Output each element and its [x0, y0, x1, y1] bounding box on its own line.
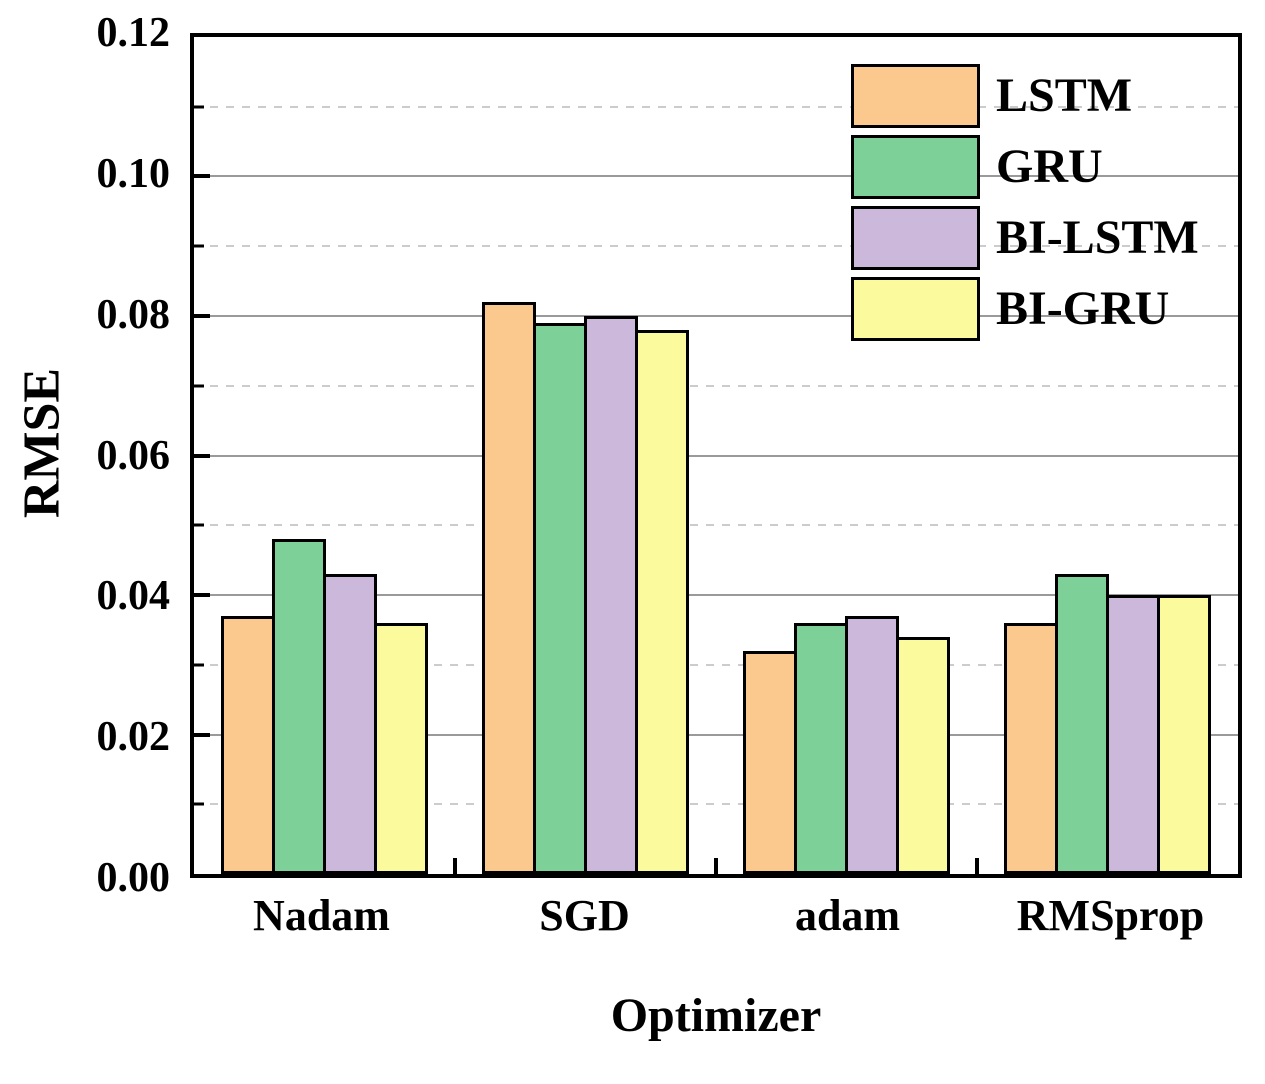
bar-BI-GRU-adam	[896, 636, 950, 874]
bar-GRU-adam	[794, 622, 848, 874]
bar-LSTM-Nadam	[221, 615, 275, 874]
major-gridline	[194, 593, 1238, 596]
plot-area: LSTM GRU BI-LSTM BI-GRU	[190, 33, 1242, 878]
x-category-label-SGD: SGD	[539, 891, 630, 940]
minor-gridline	[194, 524, 1238, 527]
x-axis-title: Optimizer	[610, 989, 822, 1042]
y-minor-tick	[194, 384, 204, 388]
bar-BI-GRU-RMSprop	[1157, 595, 1211, 874]
minor-gridline	[194, 105, 1238, 108]
x-category-labels: Nadam SGD adam RMSprop	[190, 890, 1242, 952]
bar-GRU-Nadam	[272, 539, 326, 874]
y-major-tick	[194, 732, 210, 737]
minor-gridline	[194, 245, 1238, 248]
bar-BI-GRU-Nadam	[374, 622, 428, 874]
major-gridline	[194, 175, 1238, 178]
bar-LSTM-SGD	[482, 302, 536, 874]
major-gridline	[194, 733, 1238, 736]
x-category-label-Nadam: Nadam	[253, 891, 390, 940]
x-boundary-tick	[975, 858, 979, 874]
y-minor-tick	[194, 523, 204, 527]
bar-group-Nadam	[194, 37, 455, 874]
y-minor-tick	[194, 802, 204, 806]
legend-item-BI-GRU: BI-GRU	[851, 277, 1199, 341]
x-boundary-tick	[714, 858, 718, 874]
x-category-label-adam: adam	[794, 891, 901, 940]
legend-label: GRU	[996, 140, 1103, 193]
bar-GRU-SGD	[533, 322, 587, 874]
y-tick-labels: 0.00 0.02 0.04 0.06 0.08 0.10 0.12	[0, 10, 172, 901]
bar-LSTM-adam	[743, 650, 797, 874]
y-major-tick	[194, 453, 210, 458]
legend-item-BI-LSTM: BI-LSTM	[851, 206, 1199, 270]
y-tick-label: 0.02	[96, 714, 171, 761]
legend-label: BI-GRU	[996, 282, 1170, 335]
bar-LSTM-RMSprop	[1004, 622, 1058, 874]
bar-BI-LSTM-adam	[845, 615, 899, 874]
y-minor-tick	[194, 105, 204, 109]
minor-gridline	[194, 384, 1238, 387]
minor-gridline	[194, 803, 1238, 806]
bar-BI-LSTM-RMSprop	[1106, 595, 1160, 874]
y-tick-label: 0.12	[96, 10, 171, 56]
minor-gridline	[194, 663, 1238, 666]
legend-swatch-BI-LSTM	[851, 206, 980, 270]
major-gridline	[194, 454, 1238, 457]
legend-item-LSTM: LSTM	[851, 64, 1199, 128]
x-boundary-tick	[453, 858, 457, 874]
legend-label: BI-LSTM	[996, 211, 1199, 264]
y-tick-label: 0.04	[96, 573, 171, 620]
y-tick-label: 0.06	[96, 432, 171, 479]
bar-group-adam	[716, 37, 977, 874]
legend-item-GRU: GRU	[851, 135, 1199, 199]
bar-BI-LSTM-Nadam	[323, 574, 377, 874]
legend-swatch-GRU	[851, 135, 980, 199]
bar-BI-GRU-SGD	[635, 329, 689, 874]
legend: LSTM GRU BI-LSTM BI-GRU	[851, 64, 1199, 348]
y-tick-label: 0.10	[96, 150, 171, 197]
bar-BI-LSTM-SGD	[584, 316, 638, 874]
legend-swatch-LSTM	[851, 64, 980, 128]
legend-swatch-BI-GRU	[851, 277, 980, 341]
major-gridline	[194, 314, 1238, 317]
y-minor-tick	[194, 663, 204, 667]
bar-GRU-RMSprop	[1055, 574, 1109, 874]
y-major-tick	[194, 313, 210, 318]
bar-group-SGD	[455, 37, 716, 874]
y-tick-label: 0.00	[96, 855, 171, 901]
y-minor-tick	[194, 244, 204, 248]
bar-group-RMSprop	[977, 37, 1238, 874]
y-major-tick	[194, 174, 210, 179]
x-category-label-RMSprop: RMSprop	[1016, 891, 1205, 940]
y-tick-label: 0.08	[96, 291, 171, 338]
y-major-tick	[194, 592, 210, 597]
legend-label: LSTM	[996, 69, 1133, 122]
